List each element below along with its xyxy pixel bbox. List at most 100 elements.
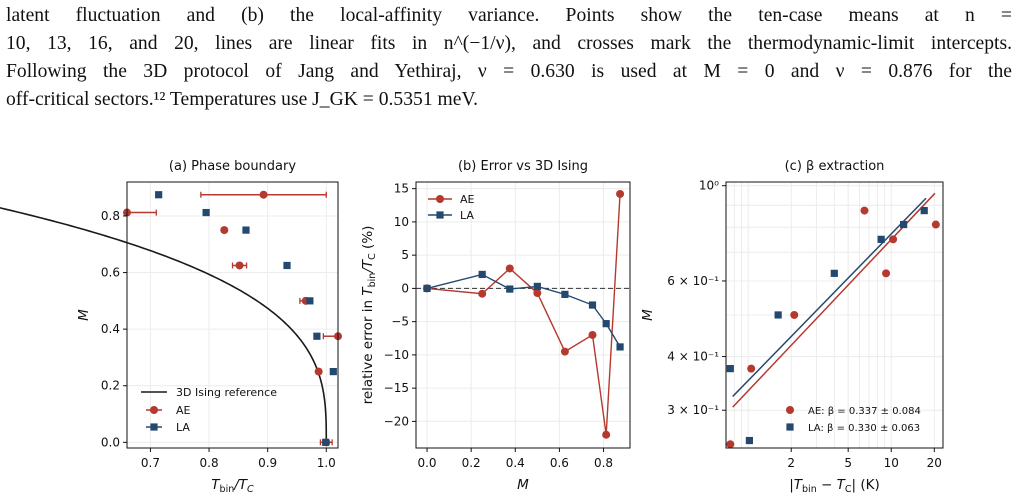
point-ae: [889, 235, 898, 244]
point-la: [242, 226, 250, 234]
point-ae: [860, 206, 869, 215]
panel-a-ytick-label: 0.4: [101, 322, 120, 336]
legend-la-marker: [436, 211, 444, 219]
point-ae: [220, 226, 229, 235]
point-ae: [560, 347, 569, 356]
series-ae: [423, 189, 625, 439]
legend-la-label: LA: [460, 209, 474, 222]
panel-a-xtick-label: 1.0: [317, 456, 336, 470]
point-la: [423, 284, 431, 292]
point-la: [561, 290, 569, 298]
panel-b-xtick-label: 0.2: [462, 456, 481, 470]
panel-c-ytick-label: 3 × 10⁻¹: [667, 403, 719, 417]
fit-line-ae: [732, 192, 936, 408]
ising-reference-curve: [0, 207, 328, 443]
point-ae: [882, 269, 891, 278]
panel-b-xlabel: M: [517, 477, 529, 493]
point-la: [877, 235, 885, 243]
point-la: [726, 365, 734, 373]
point-ae: [588, 330, 597, 339]
series-la: [726, 197, 928, 445]
point-la: [745, 436, 753, 445]
point-la: [616, 343, 624, 351]
panel-c-xtick-label: 10: [884, 456, 899, 470]
panel-b-xtick-label: 0.8: [594, 456, 613, 470]
point-la: [478, 270, 486, 279]
legend-la-label: LA: β = 0.330 ± 0.063: [808, 423, 920, 434]
point-la: [506, 285, 514, 293]
panel-c-legend: AE: β = 0.337 ± 0.084 LA: β = 0.330 ± 0.0…: [786, 406, 921, 434]
point-la: [602, 320, 610, 328]
point-ae: [790, 310, 799, 319]
point-la: [283, 261, 291, 270]
panel-a-ytick-label: 0.8: [101, 209, 120, 223]
panel-a-xtick-label: 0.8: [200, 456, 219, 470]
panel-b: 0.0 0.2 0.4 0.6 0.8 −20 −15 −10 −5 0 5 10 15 (b) Erro…: [360, 159, 631, 493]
panel-a: 0.7 0.8 0.9 1.0 0.0 0.2 0.4 0.6 0.8 (a) Phase bou…: [0, 159, 342, 495]
point-ae: [533, 289, 542, 298]
panel-b-frame: [415, 181, 631, 449]
panel-c-xtick-label: 5: [844, 456, 852, 470]
point-ae: [478, 289, 487, 298]
point-ae: [259, 190, 268, 199]
legend-la-marker: [150, 423, 158, 431]
panel-c-xtick-label: 2: [787, 456, 795, 470]
point-la: [322, 438, 330, 446]
point-ae: [505, 264, 514, 273]
point-ae: [235, 261, 244, 270]
panel-b-ytick-label: 0: [401, 281, 409, 295]
panel-b-xtick-label: 0.6: [550, 456, 569, 470]
point-ae: [602, 430, 611, 439]
panel-c-ylabel: M: [640, 309, 656, 321]
panel-b-ytick-label: −15: [384, 381, 409, 395]
point-la: [313, 332, 321, 340]
point-la: [533, 282, 541, 291]
caption-line-4: off-critical sectors.¹² Temperatures use…: [6, 89, 478, 110]
point-ae: [726, 440, 735, 449]
panel-c-xlabel: |Tbin − TC| (K): [789, 477, 880, 495]
figure-caption: latent fluctuation and (b) the local-aff…: [6, 2, 1012, 114]
point-ae: [747, 364, 756, 373]
point-ae: [314, 367, 323, 376]
point-la: [830, 269, 838, 277]
panel-a-ytick-label: 0.6: [101, 266, 120, 280]
legend-ae-label: AE: β = 0.337 ± 0.084: [808, 406, 921, 417]
panel-c-xtick-label: 20: [927, 456, 942, 470]
legend-ae-marker: [436, 195, 444, 203]
series-ae: [726, 192, 940, 449]
panel-a-legend: 3D Ising reference AE LA: [141, 386, 277, 434]
panel-c-ytick-label: 6 × 10⁻¹: [667, 274, 719, 288]
panel-a-ytick-label: 0.0: [101, 435, 120, 449]
panel-c-ytick-label: 4 × 10⁻¹: [667, 350, 719, 364]
legend-ref-label: 3D Ising reference: [176, 386, 277, 399]
legend-ae-label: AE: [460, 193, 475, 206]
fit-line-la: [732, 197, 927, 397]
panel-b-xtick-label: 0.0: [417, 456, 436, 470]
panel-a-title: (a) Phase boundary: [169, 159, 296, 174]
point-la: [900, 220, 908, 229]
panel-a-xtick-label: 0.7: [141, 456, 160, 470]
panel-a-xtick-label: 0.9: [258, 456, 277, 470]
point-la: [588, 301, 597, 309]
panel-c: 2 5 10 20 3 × 10⁻¹ 4 × 10⁻¹ 6 × 10⁻¹ 10⁰ (c) β e…: [640, 159, 944, 495]
point-la: [306, 297, 314, 305]
caption-line-2: 10, 13, 16, and 20, lines are linear fit…: [6, 33, 1012, 54]
point-la: [920, 206, 928, 215]
panel-b-ytick-label: 15: [394, 182, 409, 196]
caption-line-3: Following the 3D protocol of Jang and Ye…: [6, 61, 1012, 82]
legend-la-marker: [786, 423, 794, 431]
panel-b-ytick-label: −20: [384, 414, 409, 428]
point-la: [329, 367, 337, 376]
legend-la-label: LA: [176, 421, 190, 434]
panel-a-xlabel: Tbin/TC: [211, 477, 254, 495]
panel-b-legend: AE LA: [428, 193, 475, 222]
panel-b-ylabel: relative error in Tbin/TC (%): [360, 226, 378, 405]
panel-a-ylabel: M: [76, 309, 92, 321]
panel-a-frame: [126, 181, 339, 449]
point-la: [202, 208, 210, 217]
panel-c-ytick-label: 10⁰: [699, 179, 719, 193]
panel-b-ytick-label: −5: [391, 315, 409, 329]
panel-b-title: (b) Error vs 3D Ising: [458, 159, 588, 174]
series-la: [423, 270, 624, 351]
